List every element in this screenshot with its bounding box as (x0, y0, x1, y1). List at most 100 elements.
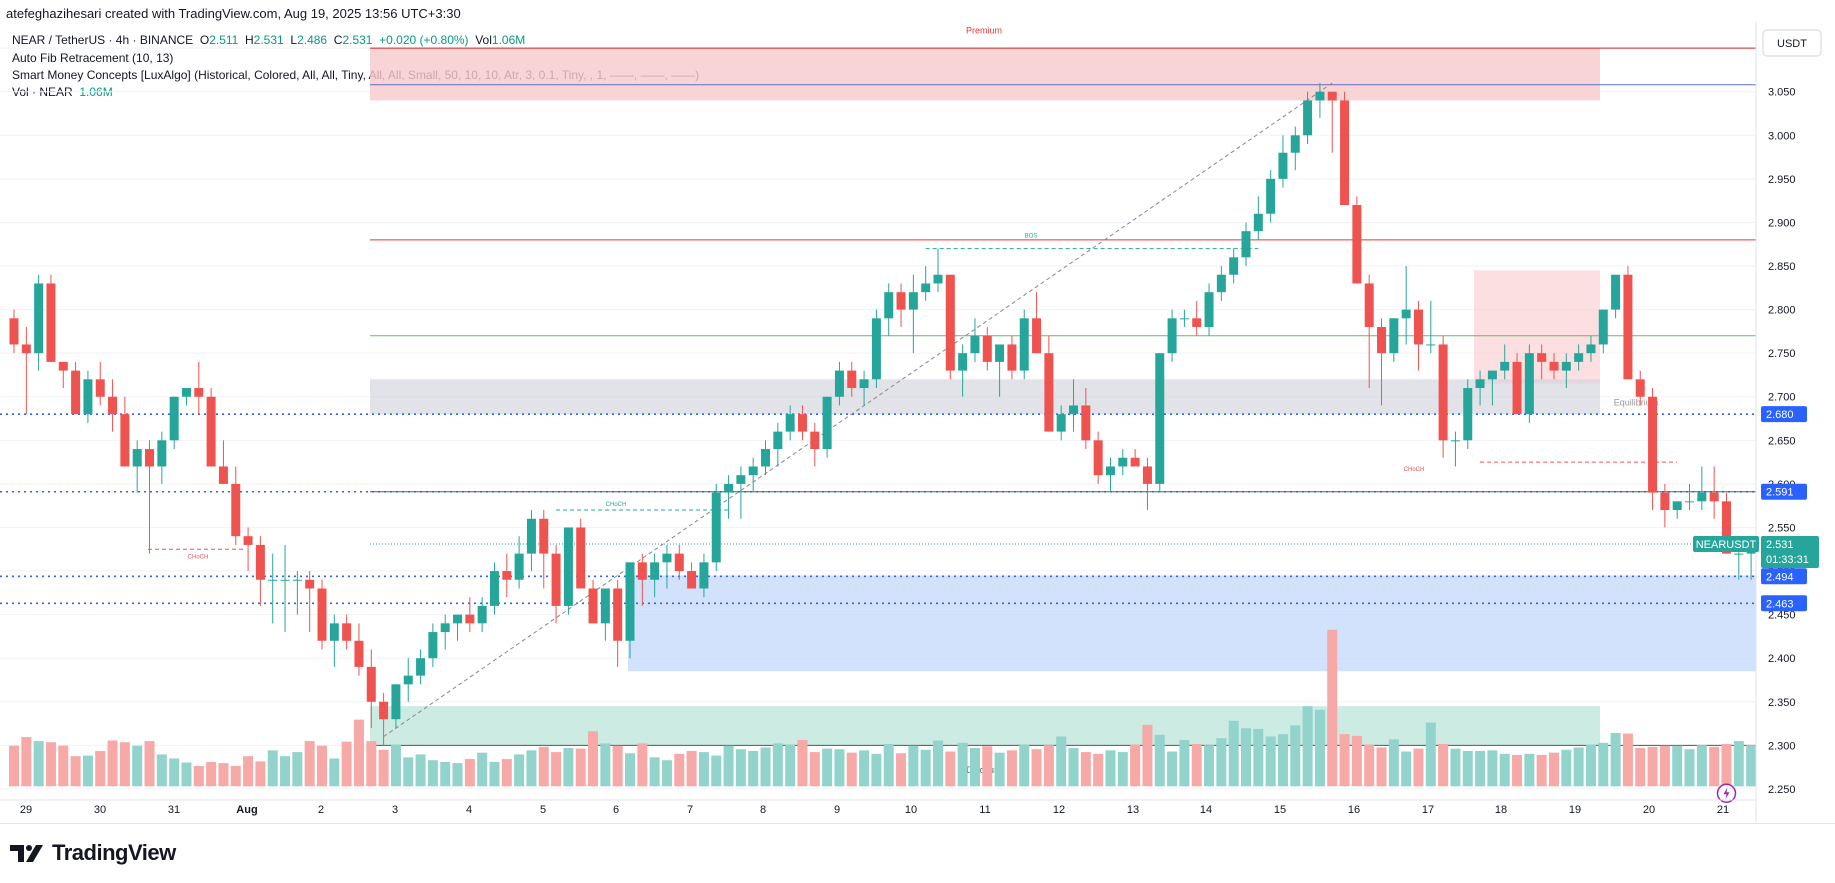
candle-body (600, 588, 610, 624)
volume-bar (1499, 753, 1510, 787)
volume-bar (1043, 745, 1054, 787)
price-tick-label: 2.450 (1768, 610, 1796, 622)
volume-bar (846, 752, 857, 787)
volume-bar (1142, 724, 1153, 787)
candle-body (1241, 231, 1251, 258)
volume-bar (33, 741, 44, 787)
volume-bar (329, 758, 340, 787)
volume-value: 1.06M (491, 33, 526, 47)
volume-bar (1561, 749, 1572, 787)
volume-bar (600, 743, 611, 787)
volume-bar (982, 746, 993, 787)
volume-bar (649, 757, 660, 787)
price-level-badge (1761, 406, 1807, 423)
candle-body (218, 466, 228, 484)
volume-bar (304, 741, 315, 787)
candle-body (834, 370, 844, 397)
candle-body (34, 283, 44, 354)
candle-body (1266, 178, 1276, 214)
open-label: O (199, 33, 210, 47)
volume-bar (735, 749, 746, 787)
lightning-glyph (1723, 787, 1730, 800)
volume-bar (1093, 753, 1104, 787)
candle-body (674, 553, 684, 572)
price-tick-label: 2.800 (1768, 305, 1796, 317)
candle-body (761, 449, 771, 467)
volume-bar (218, 763, 229, 787)
price-level-text: 2.680 (1766, 409, 1794, 421)
volume-bar (1130, 744, 1141, 787)
time-tick-label: 3 (392, 804, 398, 816)
volume-bar (1167, 751, 1178, 787)
time-tick-label: 11 (979, 804, 990, 816)
volume-bar (1117, 752, 1128, 787)
volume-bar (280, 756, 291, 787)
price-level-badge (1761, 483, 1807, 500)
volume-bar (1351, 735, 1362, 787)
candle-body (1500, 361, 1510, 371)
volume-bar (859, 750, 870, 787)
candle-body (1648, 396, 1658, 493)
candle-body (1229, 257, 1239, 275)
candle-body (1512, 361, 1522, 415)
candle-body (970, 335, 980, 354)
indicator-fib-legend[interactable]: Auto Fib Retracement (10, 13) (12, 51, 174, 65)
candle-body (1734, 553, 1744, 555)
candle-body (785, 414, 795, 432)
volume-bar (403, 757, 414, 787)
volume-bar (1659, 745, 1670, 787)
volume-bar (809, 752, 820, 787)
volume-bar (1610, 732, 1621, 787)
candle-body (317, 588, 327, 641)
volume-bar (1709, 746, 1720, 787)
volume-bar (698, 752, 709, 787)
close-label: C (333, 33, 343, 47)
candle-body (58, 361, 68, 371)
tradingview-logo[interactable]: TradingView (10, 840, 176, 866)
candle-body (391, 684, 401, 720)
time-tick-label: 18 (1495, 804, 1507, 816)
candle-body (563, 527, 573, 606)
volume-bar (834, 749, 845, 787)
price-tick-label: 3.050 (1768, 87, 1796, 99)
price-level-badge (1761, 595, 1807, 612)
volume-bar (21, 737, 32, 787)
countdown-text: 01:33:31 (1766, 554, 1809, 566)
candle-body (908, 292, 918, 310)
price-chart[interactable]: CHoCHCHoCHBOSCHoCHPremiumEquilibriumDisc… (0, 22, 1835, 822)
tradingview-brand-text: TradingView (52, 840, 176, 865)
volume-bar (1721, 743, 1732, 787)
candle-body (1278, 152, 1288, 179)
symbol-label[interactable]: NEAR / TetherUS · 4h · BINANCE (12, 33, 194, 47)
candle-body (1574, 353, 1584, 362)
candle-body (1105, 466, 1115, 476)
candle-body (1524, 353, 1534, 415)
volume-bar (674, 753, 685, 787)
volume-bar (489, 761, 500, 787)
volume-bar (957, 742, 968, 787)
volume-bar (1068, 748, 1079, 787)
volume-bar (1056, 736, 1067, 787)
time-tick-label: 12 (1053, 804, 1065, 816)
time-tick-label: 9 (834, 804, 840, 816)
volume-bar (1204, 745, 1215, 787)
candle-body (169, 396, 179, 441)
time-tick-label: 20 (1643, 804, 1655, 816)
price-tick-label: 2.750 (1768, 348, 1796, 360)
volume-bar (243, 756, 254, 787)
choch-label: CHoCH (1404, 467, 1425, 473)
volume-bar (193, 766, 204, 787)
candle-body (1685, 501, 1695, 503)
volume-bar (1080, 752, 1091, 787)
volume-bar (933, 740, 943, 787)
price-tick-label: 2.900 (1768, 217, 1796, 229)
volume-bar (1684, 749, 1695, 787)
candle-body (1697, 492, 1707, 502)
volume-bar (1179, 739, 1190, 787)
volume-bar (427, 760, 438, 787)
time-tick-label: 4 (466, 804, 472, 816)
price-level-text: 2.463 (1766, 598, 1794, 610)
tradingview-logo-icon (10, 845, 43, 862)
candle-body (1315, 91, 1325, 101)
candle-body (280, 579, 290, 581)
